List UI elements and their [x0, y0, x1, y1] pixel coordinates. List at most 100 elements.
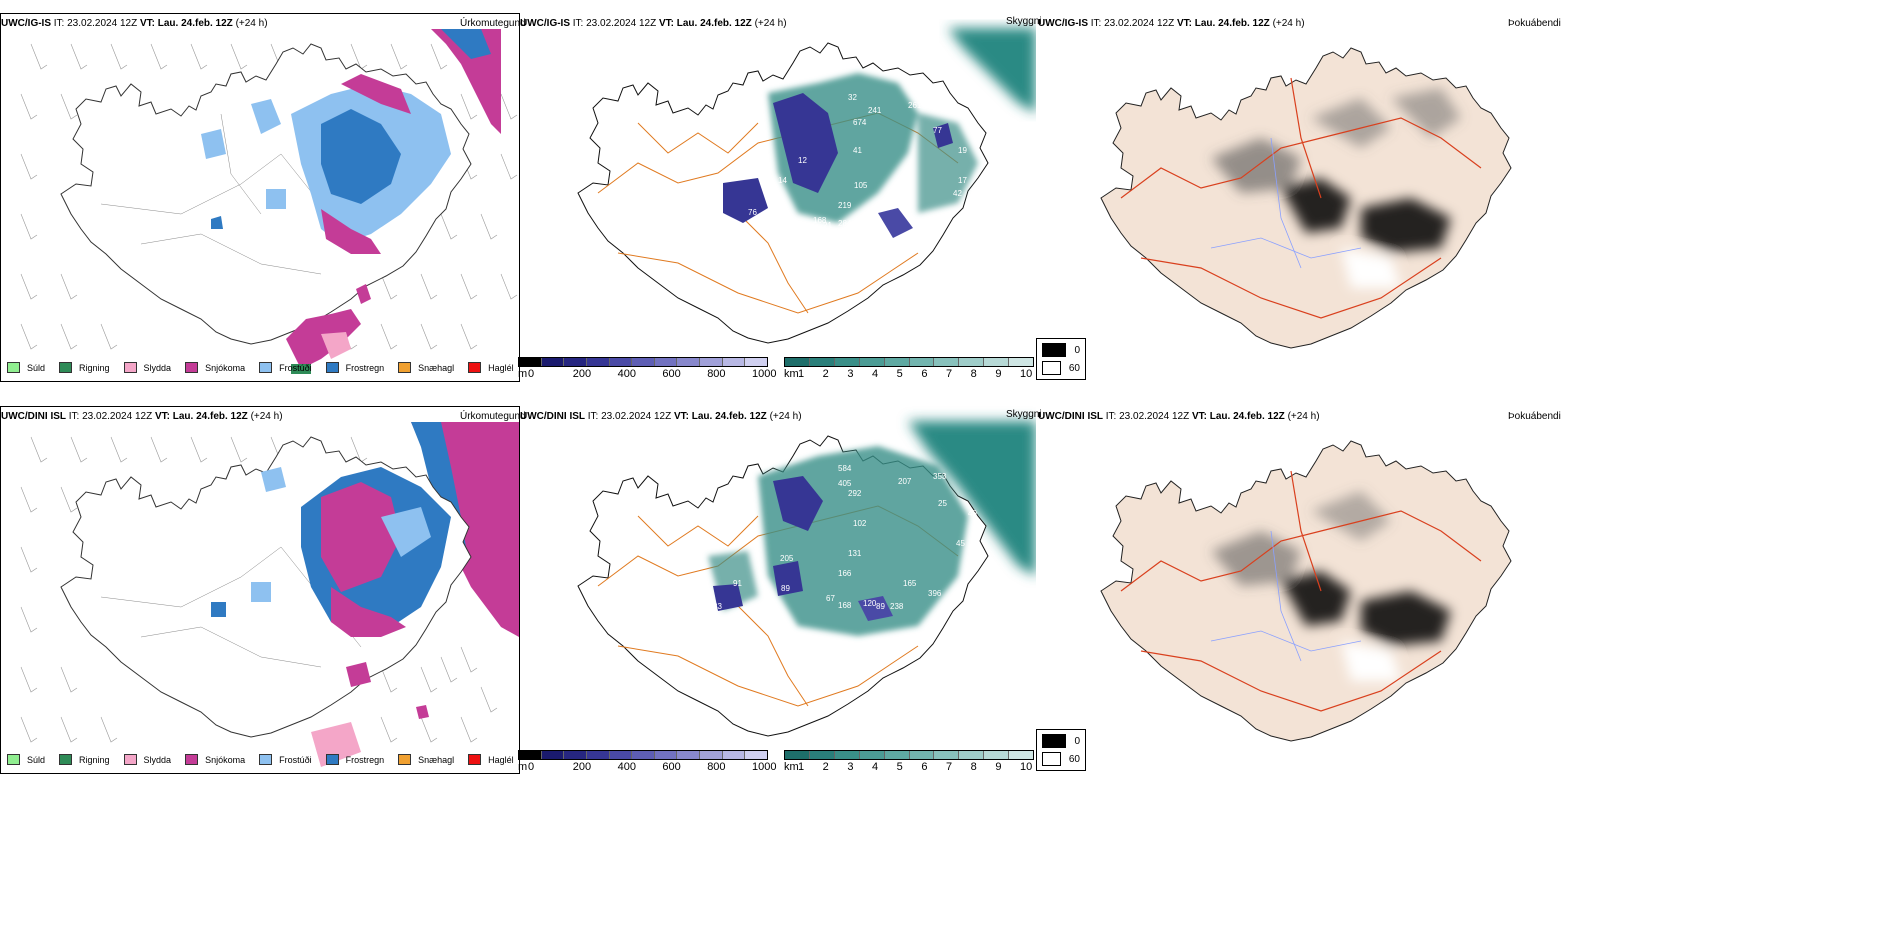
vis-value-label: 99: [916, 226, 925, 235]
colorbar-cell: [1009, 358, 1034, 366]
fog-roads: [1120, 77, 1482, 319]
colorbar-cell: [677, 358, 701, 366]
colorbar-cell: [859, 751, 885, 759]
legend-item: Slydda: [123, 754, 171, 765]
legend-label: Slydda: [143, 362, 172, 373]
vis-value-label: 292: [848, 489, 862, 498]
legend-item: Frostúði: [259, 754, 312, 765]
colorbar-tick: 6: [921, 368, 928, 380]
vis-value-label: 91: [733, 579, 742, 588]
fog-title-row2: Þokuábendi: [1508, 411, 1561, 422]
colorbar-cell: [700, 358, 723, 366]
fog-legend-row2: 0 60: [1036, 729, 1086, 771]
colorbar-tick: 5: [896, 368, 903, 380]
legend-swatch: [185, 362, 199, 373]
colorbar-cell: [541, 751, 565, 759]
colorbar-tick: 200: [572, 761, 592, 772]
vis-value-label: 241: [868, 106, 882, 115]
colorbar-cell: [984, 751, 1010, 759]
colorbar-cell: [586, 358, 610, 366]
colorbar-cell: [632, 751, 655, 759]
legend-label: Rigning: [79, 754, 110, 765]
colorbar-cell: [722, 358, 746, 366]
vis-value-label: 77: [933, 126, 942, 135]
vis-value-label: 89: [876, 602, 885, 611]
vis-value-label: 182: [848, 664, 862, 673]
fog-rivers: [1210, 530, 1362, 662]
colorbar-tick: 9: [995, 761, 1002, 772]
vis-value-label: 131: [848, 549, 862, 558]
vis-value-label: 105: [854, 181, 868, 190]
fog-legend-item: 0: [1042, 343, 1080, 357]
colorbar-cell: [700, 751, 723, 759]
colorbar-tick: 5: [896, 761, 903, 772]
colorbar-cell: [722, 751, 746, 759]
legend-swatch: [7, 754, 20, 765]
vis-value-label: 353: [933, 472, 947, 481]
colorbar-cell: [654, 358, 678, 366]
legend-swatch: [59, 362, 73, 373]
colorbar-unit: m: [518, 368, 528, 380]
colorbar-cell: [586, 751, 610, 759]
vis-value-label: 17: [958, 176, 967, 185]
vis-value-label: 584: [838, 464, 852, 473]
precip-legend: Súld Rigning Slydda Snjókoma Frostúði Frostre…: [7, 754, 519, 765]
colorbar-unit: km: [784, 368, 799, 380]
fog-legend-label: 60: [1068, 753, 1080, 765]
vis-map: 32 241 261 674 41 77 19 105 17 42 99 219 168 284 21 101…: [577, 28, 1036, 344]
colorbar-unit: km: [784, 761, 799, 772]
fog-legend-label: 60: [1068, 362, 1080, 374]
colorbar-m-row1: m 0 200 400 600 800 1000: [518, 357, 776, 380]
vis-value-label: 21: [823, 221, 832, 230]
colorbar-tick: 0: [528, 761, 535, 772]
vis-value-label: 168: [838, 601, 852, 610]
colorbar-cell: [859, 358, 885, 366]
colorbar-km-row2: km 1 2 3 4 5 6 7 8 9 10: [784, 750, 1034, 772]
fog-roads: [1120, 470, 1482, 712]
legend-item: Frostregn: [325, 754, 384, 765]
fog-panel-row1: 0 60: [1036, 13, 1556, 380]
legend-item: Frostúði: [259, 362, 312, 373]
colorbar-cell: [609, 751, 633, 759]
colorbar-cell: [785, 358, 810, 366]
fog-legend-swatch: [1042, 734, 1067, 748]
legend-swatch: [259, 362, 273, 373]
fog-legend-swatch: [1042, 752, 1061, 766]
legend-label: Rigning: [79, 362, 110, 373]
fog-legend-label: 0: [1074, 735, 1080, 747]
fog-title-row1: Þokuábendi: [1508, 18, 1561, 29]
legend-swatch: [259, 754, 273, 765]
legend-item: Snæhagl: [398, 362, 454, 373]
vis-value-label: 42: [953, 189, 962, 198]
legend-item: Haglél: [468, 754, 514, 765]
colorbar-cell: [934, 751, 960, 759]
colorbar-cell: [745, 358, 768, 366]
vis-value-label: 284: [838, 219, 852, 228]
legend-item: Snæhagl: [398, 754, 454, 765]
legend-swatch: [398, 362, 412, 373]
precip-map: [20, 29, 518, 374]
vis-value-label: 405: [838, 479, 852, 488]
vis-value-label: 14: [778, 176, 787, 185]
colorbar-tick: 800: [707, 761, 726, 772]
legend-item: Súld: [7, 362, 45, 373]
colorbar-cell: [884, 358, 910, 366]
colorbar-cell: [1009, 751, 1034, 759]
colorbar-tick: 400: [617, 368, 636, 380]
colorbar-cell: [934, 358, 960, 366]
colorbar-cell: [834, 751, 860, 759]
colorbar-tick: 4: [872, 761, 879, 772]
colorbar-tick: 600: [662, 368, 681, 380]
colorbar-tick: 0: [528, 368, 535, 380]
header-row2-precip: UWC/DINI ISL IT: 23.02.2024 12Z VT: Lau.…: [1, 411, 283, 422]
vis-value-label: 102: [853, 519, 867, 528]
legend-swatch: [325, 754, 339, 765]
fog-legend-item: 60: [1042, 752, 1080, 766]
colorbar-cell: [884, 751, 910, 759]
colorbar-tick: 3: [847, 761, 854, 772]
fog-fields: [1211, 491, 1451, 681]
header-row2-fog: UWC/DINI ISL IT: 23.02.2024 12Z VT: Lau.…: [1038, 411, 1320, 422]
header-row1-vis: UWC/IG-IS IT: 23.02.2024 12Z VT: Lau. 24…: [520, 18, 787, 29]
vis-title-row2: Skyggni: [1006, 409, 1042, 420]
